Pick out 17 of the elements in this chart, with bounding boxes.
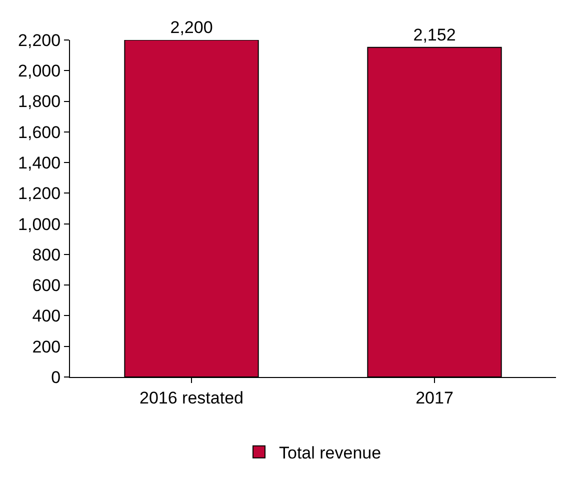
y-tick-label: 200 bbox=[32, 337, 61, 356]
data-label: 2,152 bbox=[413, 25, 456, 44]
y-tick-label: 1,600 bbox=[18, 122, 61, 142]
x-tick-label: 2016 restated bbox=[140, 388, 244, 408]
y-tick-label: 2,200 bbox=[18, 30, 61, 50]
y-tick-label: 1,400 bbox=[18, 154, 61, 172]
data-label: 2,200 bbox=[170, 18, 213, 37]
y-tick-label: 800 bbox=[32, 245, 61, 264]
y-tick-label: 1,200 bbox=[18, 184, 61, 204]
y-tick-label: 1,000 bbox=[18, 214, 61, 234]
y-tick-label: 0 bbox=[51, 368, 61, 387]
y-tick-label: 2,000 bbox=[18, 62, 61, 81]
x-tick-label: 2017 bbox=[416, 388, 454, 408]
legend-label: Total revenue bbox=[279, 443, 382, 462]
y-tick-label: 600 bbox=[32, 276, 61, 296]
y-tick-label: 400 bbox=[32, 306, 61, 326]
y-tick-label: 1,800 bbox=[18, 92, 61, 112]
